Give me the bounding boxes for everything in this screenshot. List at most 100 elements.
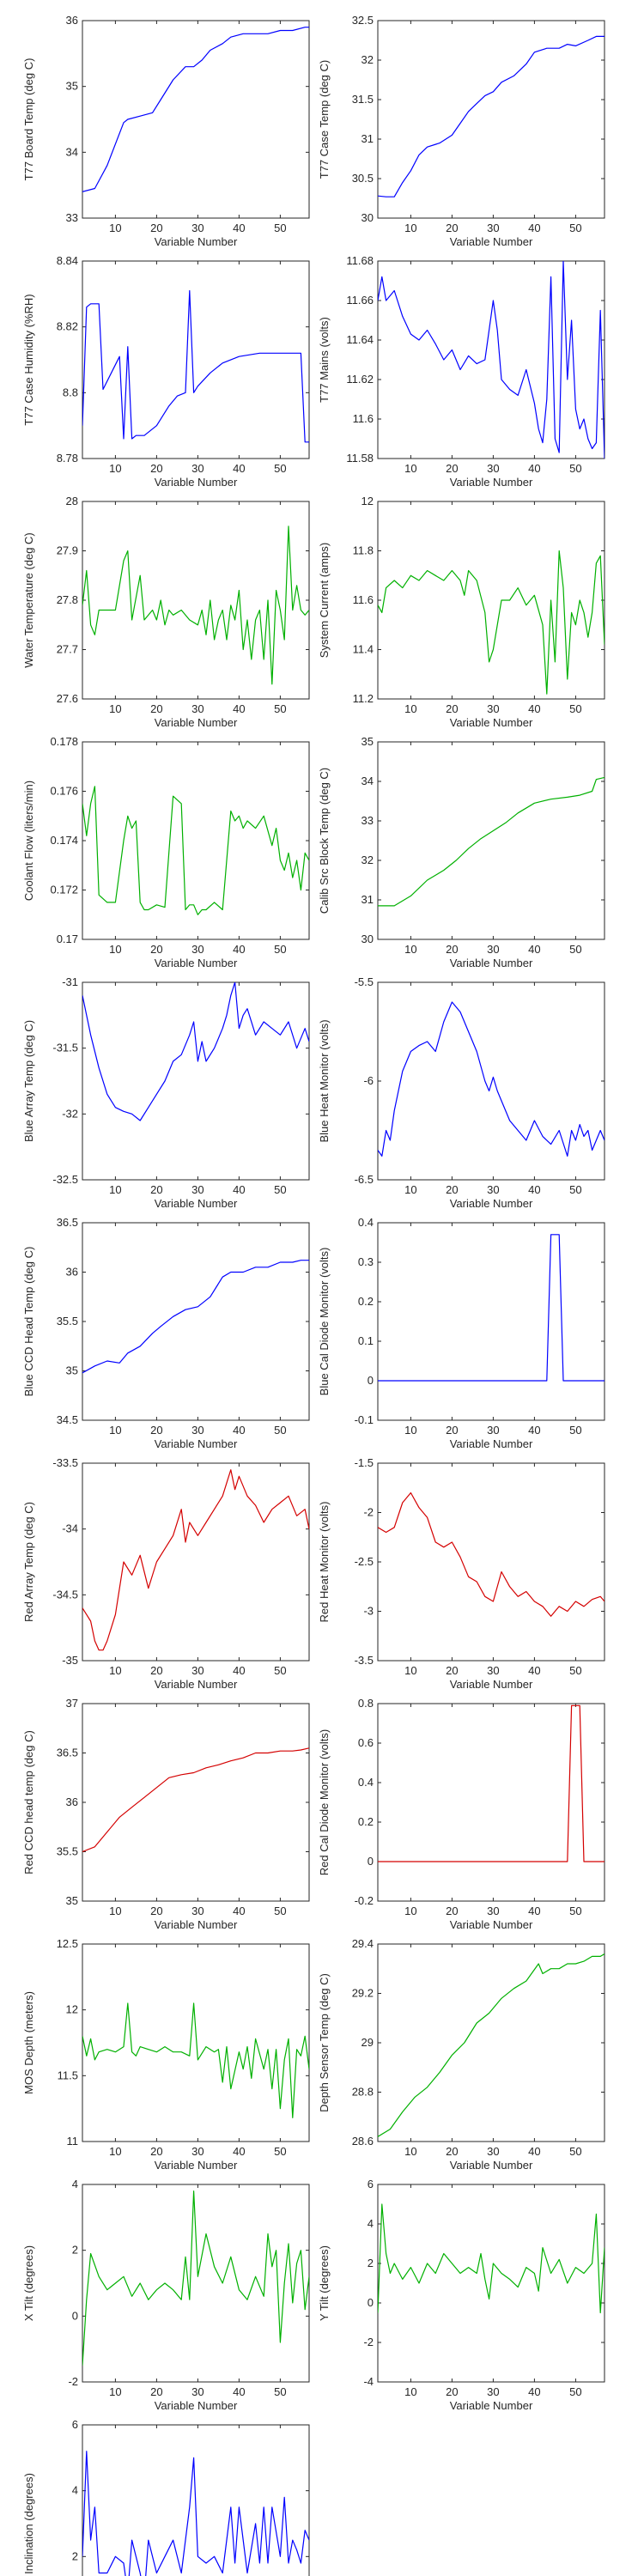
x-tick-label: 50	[274, 2145, 286, 2158]
x-axis-label: Variable Number	[155, 476, 238, 489]
x-axis-label: Variable Number	[155, 2159, 238, 2172]
x-tick-label: 50	[274, 222, 286, 234]
x-tick-label: 50	[569, 1424, 581, 1437]
subplot-5: 10 20 30 40 50 27.6 27.7 27.8 27.9 28 Variable Num…	[22, 495, 310, 729]
x-tick-label: 10	[109, 1664, 121, 1677]
y-tick-label: 0.4	[358, 1776, 374, 1789]
x-tick-label: 20	[446, 1905, 458, 1917]
x-tick-label: 20	[446, 1424, 458, 1437]
x-tick-label: 20	[150, 943, 162, 956]
x-tick-label: 40	[528, 1424, 540, 1437]
y-tick-label: 0.1	[358, 1334, 374, 1347]
y-tick-label: 32	[361, 53, 374, 66]
plot-area	[82, 1222, 310, 1421]
x-tick-label: 30	[191, 702, 204, 715]
y-tick-label: -5.5	[355, 975, 374, 988]
x-tick-label: 10	[404, 943, 416, 956]
x-tick-label: 30	[487, 2145, 499, 2158]
x-tick-label: 20	[150, 462, 162, 475]
x-tick-label: 10	[109, 2385, 121, 2398]
y-tick-label: 6	[72, 2418, 78, 2431]
x-tick-label: 20	[446, 1183, 458, 1196]
y-tick-label: 11.6	[353, 412, 374, 425]
x-tick-label: 30	[487, 2385, 499, 2398]
y-tick-label: -2	[363, 2336, 374, 2348]
y-tick-label: 36.5	[57, 1747, 78, 1759]
y-axis-label: T77 Mains (volts)	[318, 317, 331, 403]
y-tick-label: 31	[361, 893, 374, 906]
x-tick-label: 50	[569, 1905, 581, 1917]
series-line	[378, 1953, 605, 2137]
y-tick-label: 35.5	[57, 1315, 78, 1327]
x-axis-label: Variable Number	[155, 957, 238, 969]
y-tick-label: 8.82	[57, 320, 78, 333]
series-line	[378, 261, 605, 459]
plot-area	[82, 1943, 310, 2142]
x-tick-label: 10	[109, 702, 121, 715]
x-tick-label: 40	[233, 1664, 245, 1677]
subplot-20: 10 20 30 40 50 -4 -2 0 2 4 6 Variable Number Y Tilt …	[318, 2178, 605, 2412]
y-tick-label: 34.5	[57, 1413, 78, 1426]
subplot-18: 10 20 30 40 50 28.6 28.8 29 29.2 29.4 Variable Num…	[318, 1937, 605, 2172]
y-tick-label: 27.9	[57, 544, 78, 557]
x-tick-label: 30	[191, 1664, 204, 1677]
subplot-3: 10 20 30 40 50 8.78 8.8 8.82 8.84 Variable Number…	[22, 254, 310, 489]
y-tick-label: -2	[68, 2375, 78, 2388]
x-axis-label: Variable Number	[450, 1918, 533, 1931]
y-axis-label: Blue Heat Monitor (volts)	[318, 1019, 331, 1142]
series-line	[82, 2451, 309, 2576]
plot-area	[82, 1703, 310, 1902]
plot-area	[377, 2184, 605, 2383]
subplot-7: 10 20 30 40 50 0.17 0.172 0.174 0.176 0.178 Variab…	[22, 735, 310, 969]
x-tick-label: 30	[191, 1183, 204, 1196]
x-tick-label: 30	[487, 1424, 499, 1437]
y-tick-label: 11.8	[353, 544, 374, 557]
x-tick-label: 10	[404, 1424, 416, 1437]
y-axis-label: Y Tilt (degrees)	[318, 2245, 331, 2321]
y-tick-label: 12	[361, 495, 374, 507]
y-axis-label: MOS Depth (meters)	[22, 1991, 35, 2094]
plot-area	[82, 260, 310, 459]
x-tick-label: 50	[274, 1664, 286, 1677]
y-tick-label: -35	[62, 1654, 78, 1667]
x-tick-label: 50	[569, 2385, 581, 2398]
y-tick-label: -0.2	[355, 1894, 374, 1907]
x-tick-label: 10	[404, 222, 416, 234]
x-tick-label: 20	[150, 1424, 162, 1437]
x-tick-label: 20	[446, 702, 458, 715]
y-tick-label: 34	[361, 775, 374, 787]
x-axis-label: Variable Number	[155, 1918, 238, 1931]
x-tick-label: 30	[191, 462, 204, 475]
series-line	[82, 27, 309, 192]
y-tick-label: 29	[361, 2036, 374, 2049]
series-line	[82, 2190, 309, 2366]
x-axis-label: Variable Number	[450, 1197, 533, 1210]
x-tick-label: 20	[446, 222, 458, 234]
x-axis-label: Variable Number	[450, 476, 533, 489]
subplot-21: 10203040500246Variable NumberInclination…	[22, 2418, 310, 2576]
x-tick-label: 20	[150, 2145, 162, 2158]
y-tick-label: 36	[66, 1266, 78, 1279]
series-line	[82, 786, 309, 915]
x-tick-label: 10	[109, 1183, 121, 1196]
y-tick-label: 11.66	[346, 294, 374, 307]
x-tick-label: 50	[274, 943, 286, 956]
x-axis-label: Variable Number	[450, 1437, 533, 1450]
x-tick-label: 20	[150, 1664, 162, 1677]
x-tick-label: 30	[487, 702, 499, 715]
x-tick-label: 50	[569, 222, 581, 234]
x-tick-label: 40	[233, 702, 245, 715]
x-axis-label: Variable Number	[155, 1678, 238, 1691]
y-tick-label: 11.58	[346, 452, 374, 465]
y-tick-label: 0	[368, 1374, 374, 1387]
x-tick-label: 20	[446, 2145, 458, 2158]
series-line	[82, 1260, 309, 1374]
y-axis-label: System Current (amps)	[318, 543, 331, 658]
y-tick-label: 0.3	[358, 1255, 374, 1268]
x-tick-label: 10	[109, 1905, 121, 1917]
x-tick-label: 10	[109, 1424, 121, 1437]
y-axis-label: Blue CCD Head Temp (deg C)	[22, 1247, 35, 1397]
y-axis-label: Blue Array Temp (deg C)	[22, 1020, 35, 1142]
subplot-15: 10 20 30 40 50 35 35.5 36 36.5 37 Variable Number R…	[22, 1697, 310, 1931]
y-tick-label: -34	[62, 1522, 78, 1535]
